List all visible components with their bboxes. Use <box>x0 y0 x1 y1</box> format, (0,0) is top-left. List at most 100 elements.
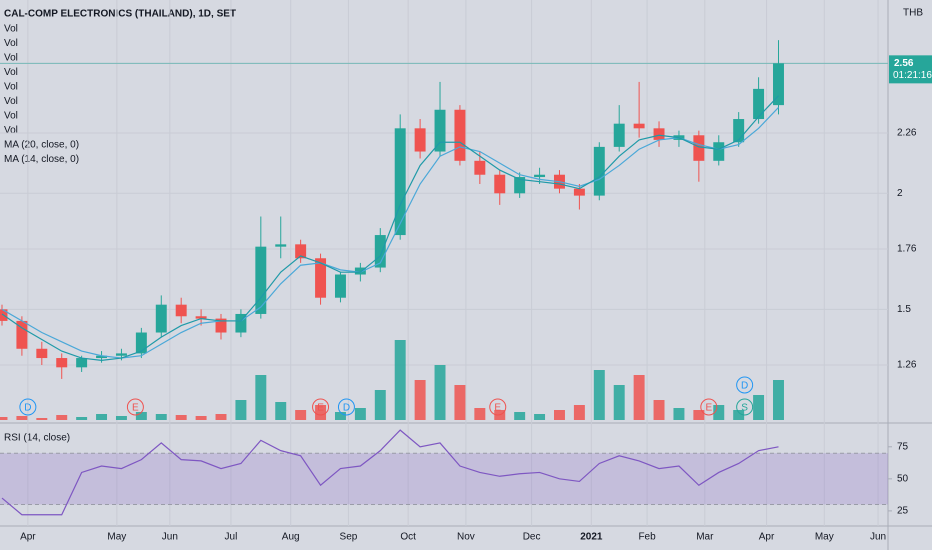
candle-body <box>374 235 386 268</box>
volume-bar <box>454 385 466 420</box>
candle-body <box>753 88 765 120</box>
event-label: E <box>494 403 501 414</box>
candle-body <box>255 246 267 314</box>
candle-body <box>56 358 68 368</box>
candle-body <box>334 274 346 298</box>
rsi-line <box>1 429 779 516</box>
volume-bar <box>673 408 685 420</box>
volume-bar <box>534 414 546 420</box>
candle-body <box>653 128 665 140</box>
last-price-label: 2.56 <box>894 58 914 69</box>
candle-body <box>235 313 247 333</box>
volume-bar <box>593 370 605 420</box>
event-label: D <box>741 381 748 392</box>
candle-body <box>693 135 705 161</box>
event-marker <box>337 398 355 416</box>
candle-body <box>514 177 526 194</box>
candle-body <box>155 304 167 333</box>
volume-bar <box>96 414 108 420</box>
x-tick-label: Aug <box>282 532 300 543</box>
candle-body <box>414 128 426 152</box>
event-label: S <box>741 403 748 414</box>
volume-bar <box>334 412 346 420</box>
event-label: E <box>705 403 712 414</box>
event-marker <box>700 398 718 416</box>
volume-bar <box>0 417 8 420</box>
y-tick-label: 1.5 <box>897 304 911 315</box>
event-marker <box>736 398 754 416</box>
legend-item: Vol <box>4 53 18 64</box>
volume-bar <box>195 416 207 420</box>
volume-bar <box>633 375 645 420</box>
volume-bar <box>295 410 307 420</box>
volume-bar <box>554 410 565 420</box>
candle-body <box>76 358 88 368</box>
rsi-label: RSI (14, close) <box>4 433 70 444</box>
x-tick-label: Dec <box>523 532 541 543</box>
ma-line <box>1 107 779 359</box>
legend-item: MA (20, close, 0) <box>4 140 79 151</box>
volume-bar <box>374 390 386 420</box>
legend-item: Vol <box>4 111 18 122</box>
rsi-tick-label: 50 <box>897 473 909 484</box>
x-tick-label: Oct <box>400 532 416 543</box>
rsi-tick-label: 25 <box>897 506 909 517</box>
candle-body <box>96 355 108 359</box>
candle-body <box>534 174 546 178</box>
volume-bar <box>713 405 725 420</box>
event-label: E <box>317 403 324 414</box>
candle-body <box>434 109 446 152</box>
y-tick-label: 2 <box>897 188 903 199</box>
event-marker <box>19 398 37 416</box>
event-label: E <box>132 403 139 414</box>
volume-bar <box>215 414 227 420</box>
volume-bar <box>135 412 147 420</box>
volume-bar <box>354 408 366 420</box>
chart-title: CAL-COMP ELECTRONICS (THAILAND), 1D, SET <box>4 9 236 20</box>
candle-body <box>573 188 585 196</box>
y-tick-label: 2.26 <box>897 128 917 139</box>
candle-body <box>613 123 625 147</box>
candle-body <box>275 244 287 247</box>
volume-bar <box>394 340 406 420</box>
volume-bar <box>693 410 705 420</box>
x-tick-label: May <box>107 532 126 543</box>
volume-bar <box>653 400 665 420</box>
volume-bar <box>175 415 187 420</box>
candle-body <box>733 119 745 143</box>
candle-body <box>713 142 725 161</box>
x-tick-label: Jun <box>870 532 886 543</box>
candle-body <box>175 304 187 317</box>
candle-body <box>494 174 506 194</box>
y-tick-label: 1.76 <box>897 244 917 255</box>
volume-bar <box>414 380 426 420</box>
candle-body <box>115 353 127 356</box>
legend-item: Vol <box>4 67 18 78</box>
event-marker <box>489 398 507 416</box>
x-tick-label: Feb <box>638 532 656 543</box>
ma-line <box>1 95 779 361</box>
x-tick-label: Mar <box>696 532 714 543</box>
volume-bar <box>753 395 765 420</box>
volume-bar <box>573 405 585 420</box>
event-label: D <box>343 403 350 414</box>
x-tick-label: Nov <box>457 532 475 543</box>
x-tick-label: May <box>815 532 834 543</box>
legend-item: Vol <box>4 125 18 136</box>
candle-body <box>593 146 605 196</box>
volume-bar <box>434 365 446 420</box>
candle-body <box>135 332 147 354</box>
volume-bar <box>514 412 526 420</box>
candle-body <box>633 123 645 129</box>
x-tick-label: Sep <box>340 532 358 543</box>
candle-body <box>16 320 28 349</box>
volume-bar <box>56 415 68 420</box>
volume-bar <box>613 385 625 420</box>
legend-item: MA (14, close, 0) <box>4 154 79 165</box>
last-price-box <box>889 55 932 84</box>
volume-bar <box>315 405 327 420</box>
x-tick-label: Apr <box>20 532 36 543</box>
volume-bar <box>115 416 127 420</box>
candle-body <box>773 63 784 106</box>
candle-body <box>295 244 307 259</box>
